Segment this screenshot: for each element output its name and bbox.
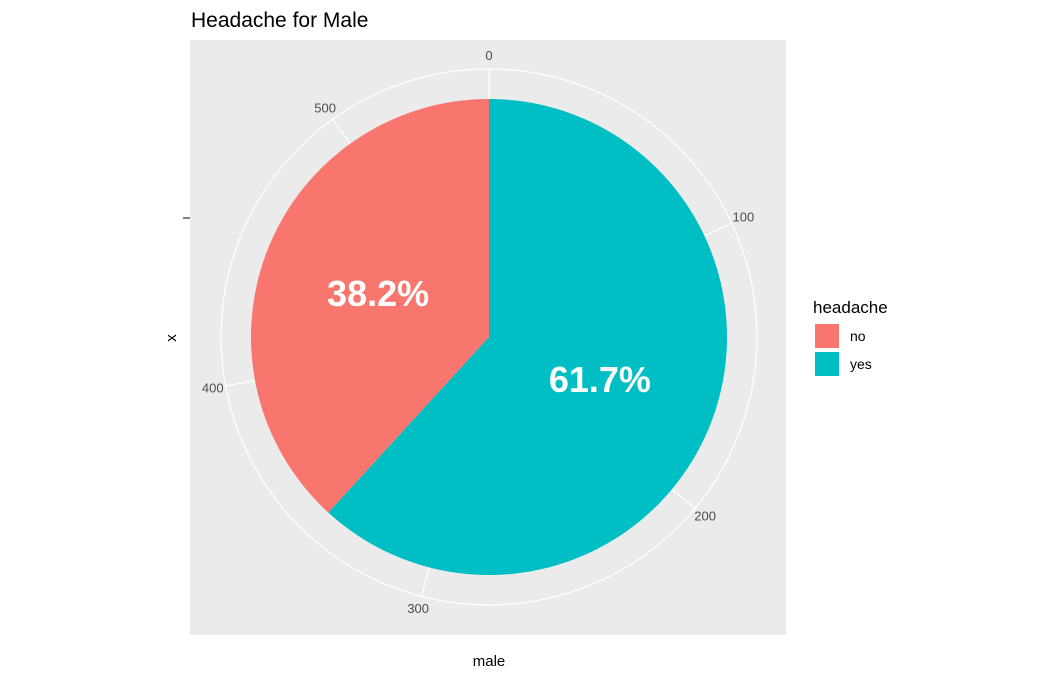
angular-tick-label: 100 bbox=[733, 210, 755, 225]
legend: headache no yes bbox=[813, 298, 888, 376]
legend-label-yes: yes bbox=[850, 356, 872, 372]
percent-labels: 38.2% 61.7% bbox=[327, 273, 651, 400]
angular-tick-label: 300 bbox=[407, 601, 429, 616]
angular-tick-label: 0 bbox=[485, 48, 492, 63]
angular-tick-label: 500 bbox=[314, 101, 336, 116]
angular-tick-label: 400 bbox=[202, 380, 224, 395]
legend-title: headache bbox=[813, 298, 888, 317]
legend-key-yes bbox=[815, 352, 839, 376]
y-axis-title: x bbox=[163, 334, 180, 342]
legend-key-no bbox=[815, 324, 839, 348]
angular-tick-labels: 0 100 200 300 400 500 bbox=[202, 48, 754, 616]
angular-tick-label: 200 bbox=[694, 509, 716, 524]
chart-title: Headache for Male bbox=[191, 9, 368, 32]
x-axis-title: male bbox=[473, 653, 506, 670]
slice-layer bbox=[250, 99, 727, 575]
pie-slice-yes bbox=[328, 99, 727, 575]
legend-items: no yes bbox=[815, 324, 872, 376]
pie-slice-no bbox=[250, 99, 489, 513]
percent-label-yes: 61.7% bbox=[549, 359, 651, 400]
legend-label-no: no bbox=[850, 328, 866, 344]
percent-label-no: 38.2% bbox=[327, 273, 429, 314]
